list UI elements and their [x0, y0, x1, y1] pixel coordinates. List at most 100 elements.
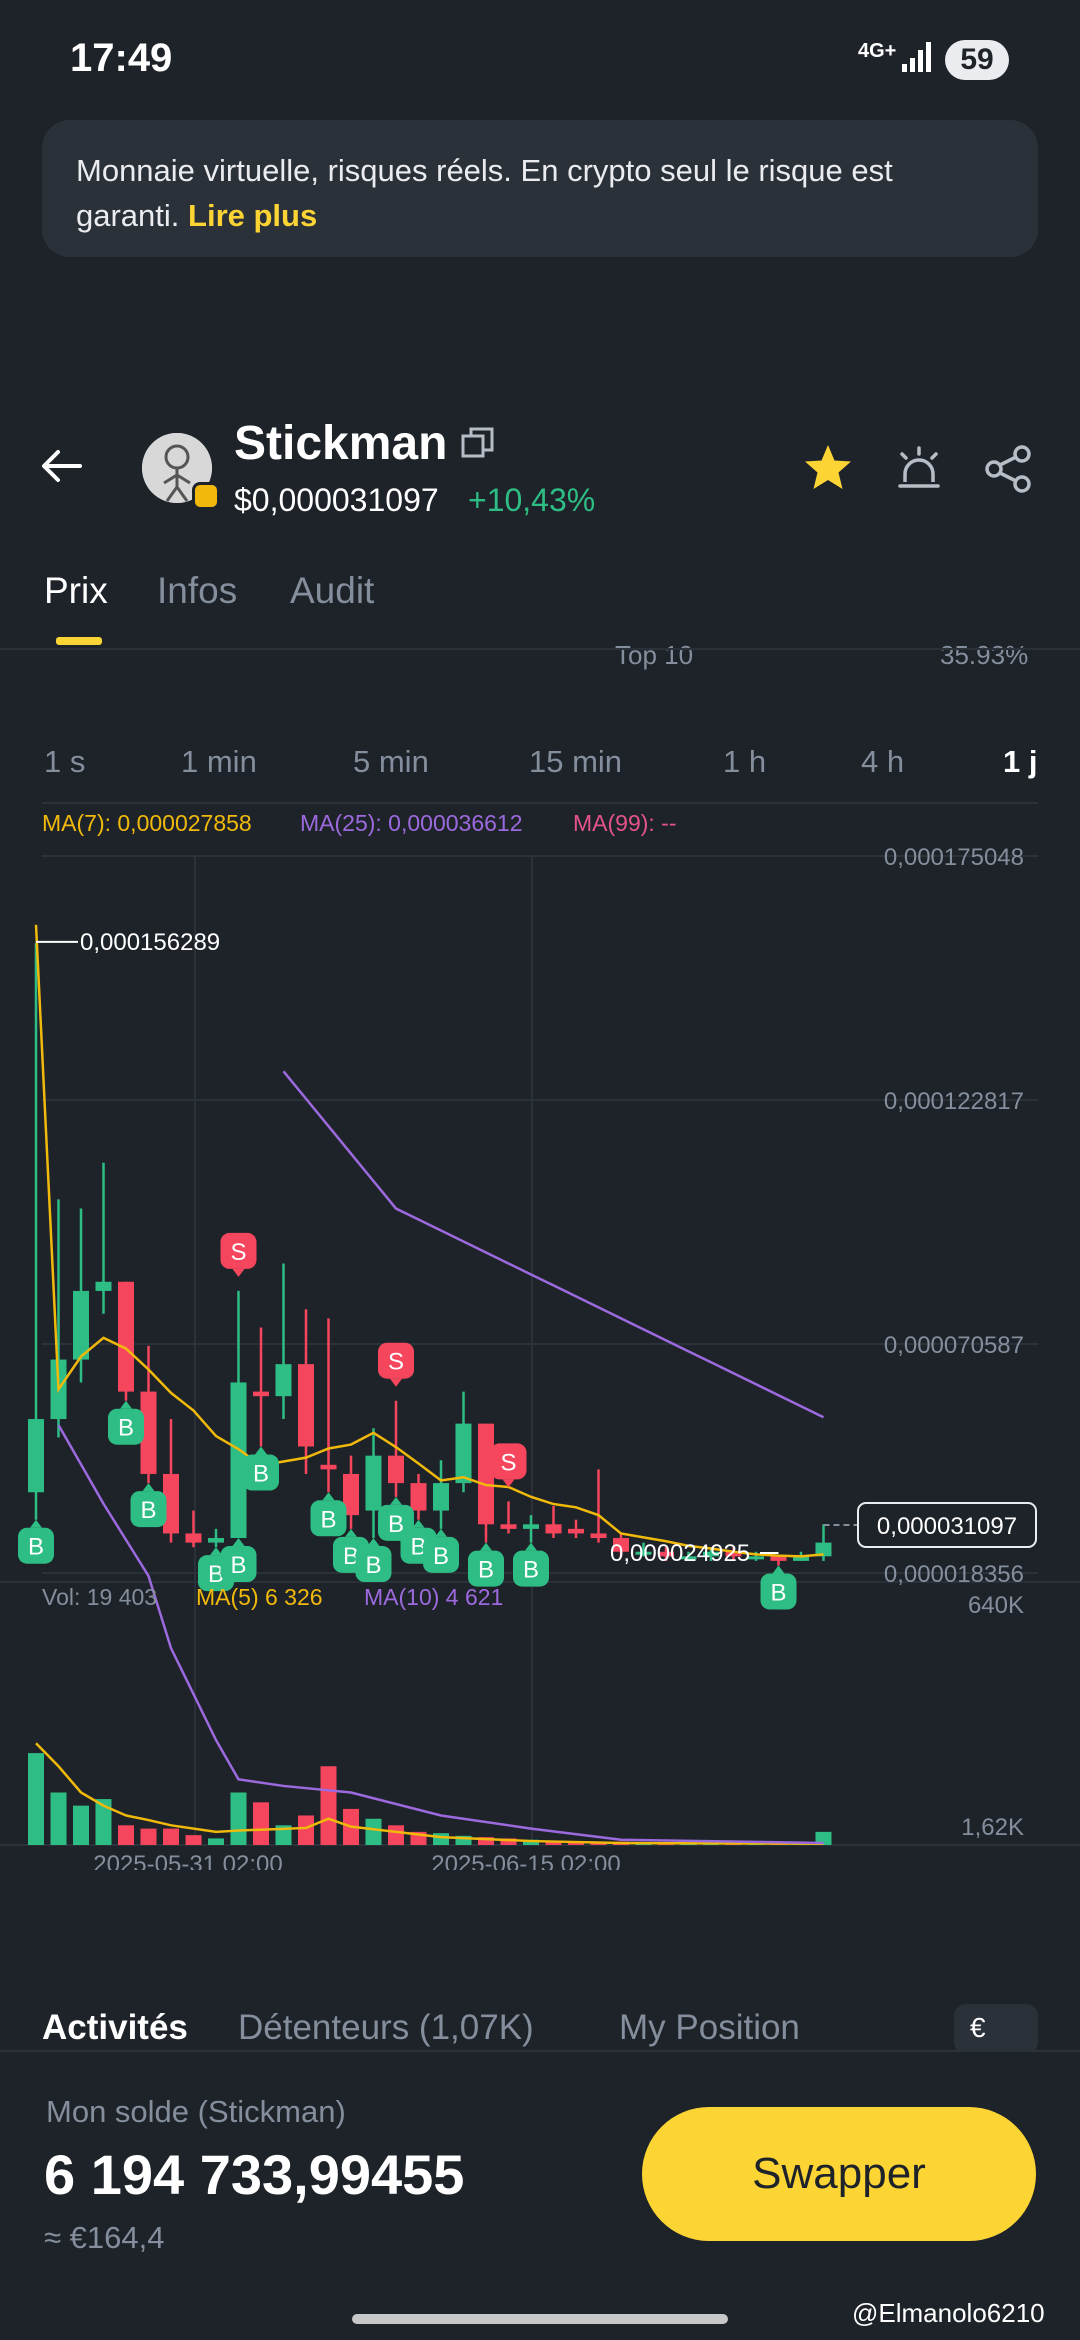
watermark: @Elmanolo6210 [852, 2298, 1045, 2328]
trade-marker-label: B [230, 1552, 246, 1579]
trade-marker-label: B [343, 1543, 359, 1570]
volume-bar [500, 1838, 517, 1845]
timeframe-1min[interactable]: 1 min [181, 744, 257, 779]
marker-pointer [255, 1446, 267, 1455]
marker-pointer [345, 1528, 357, 1537]
volume-bar [298, 1815, 314, 1845]
candle-body [613, 1538, 629, 1552]
marker-pointer [142, 1483, 155, 1492]
high-marker-label: 0,000156289 [80, 929, 220, 956]
candle-body [253, 1391, 269, 1397]
tab-infos[interactable]: Infos [157, 570, 238, 611]
timeframe-4h[interactable]: 4 h [861, 744, 905, 779]
buy-marker [423, 1536, 459, 1573]
volume-bar [140, 1828, 157, 1845]
candle-body [500, 1524, 517, 1529]
ma25-line [282, 1070, 825, 1419]
tab-activities[interactable]: Activités [42, 2008, 188, 2047]
y-axis-label: 0,000070587 [884, 1332, 1024, 1359]
timeframe-5min[interactable]: 5 min [353, 744, 429, 779]
ma99-legend: MA(99): -- [573, 810, 677, 836]
timeframe-15min[interactable]: 15 min [529, 744, 623, 779]
buy-marker [18, 1527, 54, 1564]
marker-pointer [120, 1400, 132, 1409]
candle-body [163, 1473, 179, 1534]
volume-bar [73, 1805, 89, 1845]
volume-bar [388, 1825, 404, 1845]
home-indicator[interactable] [352, 2314, 728, 2324]
volume-bar [118, 1825, 134, 1845]
marker-pointer [367, 1538, 380, 1547]
trade-marker-label: B [770, 1579, 786, 1606]
volume-bar [478, 1837, 494, 1845]
low-marker-label: 0,000024925 [610, 1540, 750, 1567]
candle-body [275, 1364, 292, 1397]
last-price-label: 0,000031097 [877, 1513, 1017, 1540]
vol-ma10-line [57, 1424, 824, 1845]
candle-body [320, 1464, 337, 1470]
volume-bar [523, 1839, 539, 1845]
volume-bar [163, 1828, 179, 1845]
candle-body [523, 1524, 539, 1529]
swap-button[interactable]: Swapper [642, 2107, 1036, 2241]
buy-marker [108, 1408, 144, 1445]
price-change: +10,43% [468, 482, 596, 518]
currency-selector[interactable]: € [954, 2004, 1038, 2054]
volume-axis-label: 1,62K [961, 1814, 1024, 1841]
marker-pointer [322, 1492, 335, 1501]
ma7-line [34, 924, 824, 1558]
marker-pointer [232, 1268, 245, 1277]
last-price-tag [857, 1502, 1037, 1548]
candle-body [725, 1551, 742, 1557]
partial-row-value: 35.93% [940, 640, 1029, 670]
candle-body [410, 1483, 427, 1511]
timeframe-1j[interactable]: 1 j [1003, 744, 1038, 779]
volume-bar [95, 1799, 112, 1845]
buy-marker [220, 1546, 257, 1583]
trade-marker-label: B [365, 1552, 381, 1579]
volume-bar [28, 1753, 44, 1845]
candle-body [703, 1551, 719, 1557]
trade-marker-label: S [230, 1239, 246, 1266]
tab-audit[interactable]: Audit [290, 570, 375, 611]
marker-pointer [232, 1538, 245, 1547]
price-chart[interactable]: 0,000175048 0,000122817 0,000070587 0,00001… [0, 840, 1080, 1870]
volume-bar [230, 1792, 247, 1845]
back-arrow-icon[interactable] [36, 440, 88, 492]
volume-bar [275, 1825, 292, 1845]
signal-icon [902, 42, 931, 72]
candle-body [658, 1551, 674, 1557]
timeframe-1h[interactable]: 1 h [723, 744, 767, 779]
price-alert-icon[interactable] [892, 442, 946, 496]
trade-marker-label: B [433, 1543, 449, 1570]
marker-pointer [412, 1519, 425, 1528]
balance-fiat-value: ≈ €164,4 [44, 2220, 165, 2255]
tab-my-position[interactable]: My Position [619, 2008, 800, 2047]
risk-banner: Monnaie virtuelle, risques réels. En cry… [42, 120, 1038, 257]
tab-prix[interactable]: Prix [44, 570, 108, 611]
buy-marker [130, 1491, 167, 1528]
share-icon[interactable] [982, 442, 1036, 496]
trade-marker-label: B [253, 1461, 269, 1488]
candle-body [28, 1419, 44, 1493]
buy-marker [310, 1500, 347, 1537]
copy-icon[interactable] [460, 425, 496, 461]
status-bar: 17:49 4G+ 59 [0, 0, 1080, 120]
active-tab-indicator [56, 637, 102, 645]
trade-marker-label: B [140, 1497, 156, 1524]
marker-pointer [30, 1519, 42, 1528]
trade-marker-label: S [388, 1349, 404, 1376]
vol-ma10-legend: MA(10) 4 621 [364, 1584, 504, 1610]
vol-ma5-legend: MA(5) 6 326 [196, 1584, 323, 1610]
trade-marker-label: B [523, 1557, 539, 1584]
timeframe-1s[interactable]: 1 s [44, 744, 86, 779]
candle-body [298, 1364, 314, 1447]
volume-bar [365, 1818, 382, 1845]
status-time: 17:49 [70, 36, 173, 80]
favorite-star-icon[interactable] [802, 442, 854, 494]
candle-body [770, 1556, 787, 1561]
tab-holders[interactable]: Détenteurs (1,07K) [238, 2008, 534, 2047]
network-indicator: 4G+ [858, 40, 897, 62]
balance-label: Mon solde (Stickman) [46, 2094, 346, 2129]
read-more-link[interactable]: Lire plus [188, 198, 318, 233]
